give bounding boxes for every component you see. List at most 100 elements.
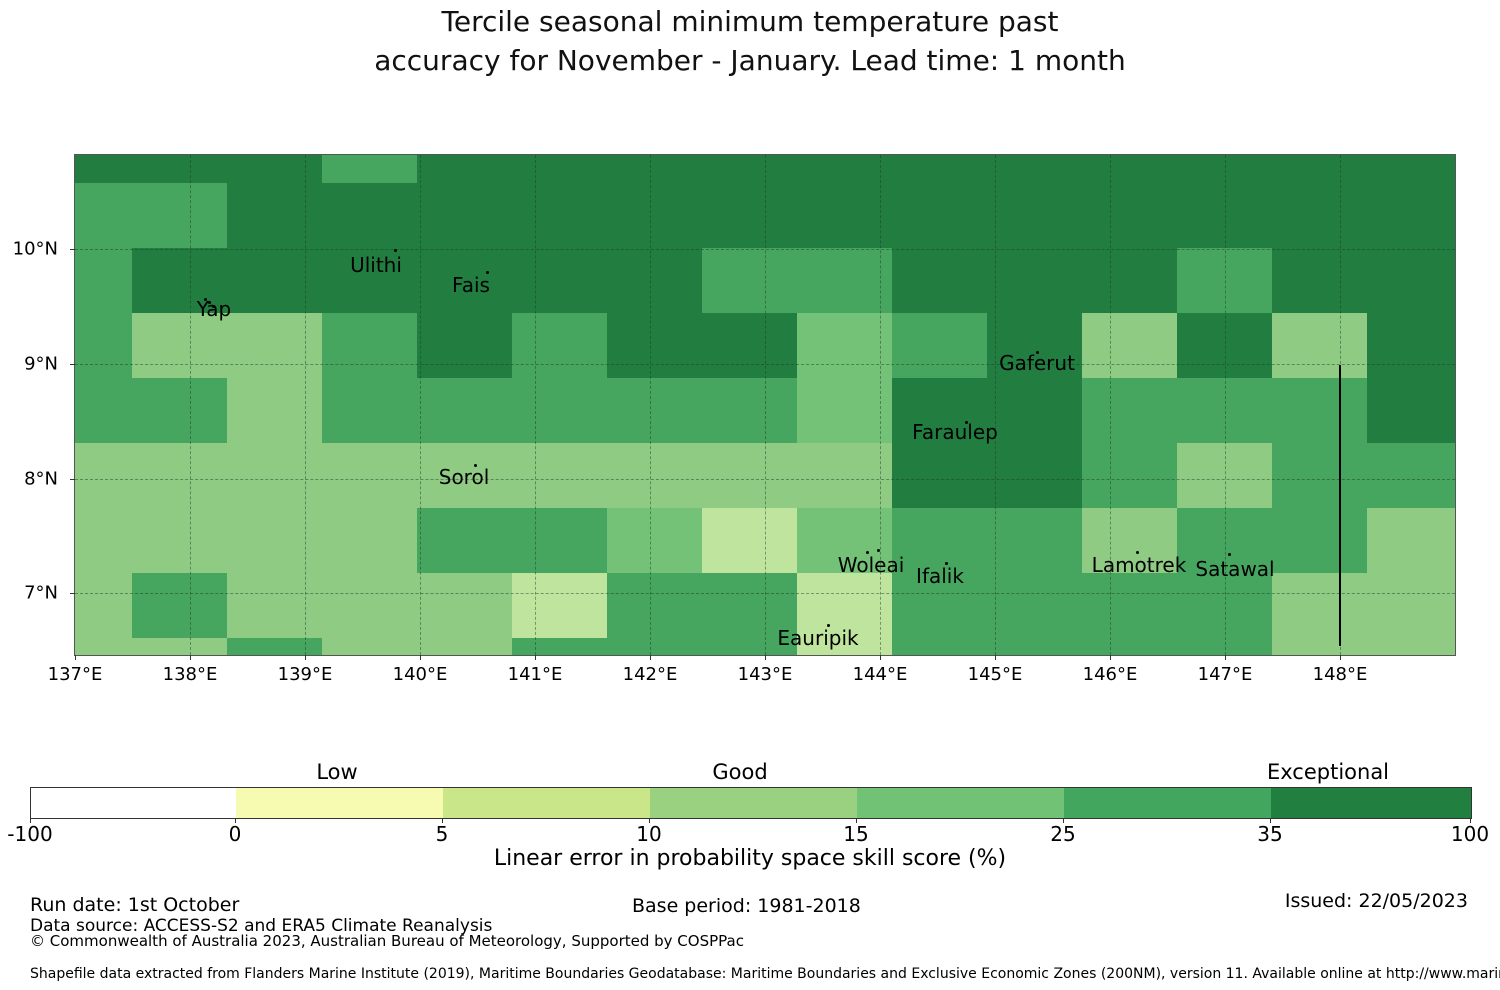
map-cell <box>1272 183 1367 248</box>
colorbar-tick-label: -100 <box>7 822 53 846</box>
map-cell <box>1272 313 1367 378</box>
map-cell <box>75 248 132 313</box>
colorbar-category-exceptional: Exceptional <box>1266 760 1390 784</box>
map-cell <box>75 573 132 638</box>
map-cell <box>607 183 702 248</box>
map-cell <box>1082 378 1177 443</box>
map-cell <box>607 378 702 443</box>
map-cell <box>797 508 892 573</box>
island-label-yap: Yap <box>196 297 232 321</box>
y-tick-label: 10°N <box>12 238 58 260</box>
map-cell <box>1367 155 1455 183</box>
island-dot <box>866 551 869 554</box>
colorbar-tick-label: 100 <box>1450 822 1490 846</box>
map-cell <box>227 155 322 183</box>
map-cell <box>1082 155 1177 183</box>
map-cell <box>607 313 702 378</box>
map-cell <box>512 573 607 638</box>
colorbar-tick-mark <box>1270 818 1271 823</box>
map-cell <box>1082 508 1177 573</box>
chart-title: Tercile seasonal minimum temperature pas… <box>0 2 1500 80</box>
map-cell <box>132 183 227 248</box>
x-tick-mark <box>995 655 996 660</box>
island-label-lamotrek: Lamotrek <box>1091 553 1187 577</box>
map-cell <box>227 378 322 443</box>
run-date-text: Run date: 1st October <box>30 894 240 916</box>
map-cell <box>607 508 702 573</box>
map-cell <box>512 443 607 508</box>
map-cell <box>417 443 512 508</box>
x-tick-mark <box>420 655 421 660</box>
map-cell <box>132 155 227 183</box>
eez-boundary-line <box>1339 365 1341 646</box>
x-tick-label: 141°E <box>507 664 563 685</box>
x-tick-label: 144°E <box>852 664 908 685</box>
map-cell <box>1082 313 1177 378</box>
map-cell <box>417 508 512 573</box>
map-cell <box>702 155 797 183</box>
disclaimer-text: Shapefile data extracted from Flanders M… <box>30 966 1500 982</box>
map-cell <box>1177 638 1272 655</box>
map-cell <box>987 155 1082 183</box>
colorbar-category-good: Good <box>712 760 768 784</box>
colorbar-tick-label: 15 <box>843 822 869 846</box>
map-cell <box>1177 443 1272 508</box>
graticule-vertical <box>650 155 651 655</box>
map-cell <box>797 155 892 183</box>
x-tick-mark <box>305 655 306 660</box>
island-dot <box>827 624 830 627</box>
island-dot <box>208 301 211 304</box>
graticule-horizontal <box>75 364 1455 365</box>
map-cell <box>512 378 607 443</box>
island-label-gaferut: Gaferut <box>999 351 1075 375</box>
x-tick-label: 140°E <box>392 664 448 685</box>
x-tick-label: 145°E <box>967 664 1023 685</box>
map-cell <box>512 183 607 248</box>
colorbar-tick-mark <box>30 818 31 823</box>
map-cell <box>75 443 132 508</box>
colorbar-category-low: Low <box>316 760 358 784</box>
map-cell <box>987 508 1082 573</box>
map-cell <box>1082 573 1177 638</box>
map-cell <box>892 378 987 443</box>
y-tick-mark <box>70 364 75 365</box>
colorbar-tick-label: 5 <box>435 822 449 846</box>
colorbar-axis-label: Linear error in probability space skill … <box>493 846 1007 871</box>
x-tick-mark <box>75 655 76 660</box>
island-dot <box>474 464 477 467</box>
colorbar-segment <box>650 788 857 818</box>
colorbar-segment <box>443 788 650 818</box>
map-cell <box>227 508 322 573</box>
colorbar-segment <box>31 788 236 818</box>
map-cell <box>1082 248 1177 313</box>
map-cell <box>702 313 797 378</box>
graticule-vertical <box>1225 155 1226 655</box>
chart-title-line2: accuracy for November - January. Lead ti… <box>374 44 1126 77</box>
map-cell <box>227 638 322 655</box>
map-cell <box>1272 248 1367 313</box>
map-cell <box>987 378 1082 443</box>
x-tick-label: 146°E <box>1082 664 1138 685</box>
map-cell <box>987 573 1082 638</box>
map-cell <box>987 183 1082 248</box>
map-cell <box>607 573 702 638</box>
colorbar-segment <box>236 788 443 818</box>
graticule-vertical <box>420 155 421 655</box>
map-cell <box>322 155 417 183</box>
map-cell <box>512 508 607 573</box>
map-cell <box>322 508 417 573</box>
map-cell <box>702 183 797 248</box>
map-cell <box>417 183 512 248</box>
map-cell <box>892 638 987 655</box>
map-cell <box>1367 183 1455 248</box>
map-cell <box>132 443 227 508</box>
x-tick-label: 137°E <box>47 664 103 685</box>
graticule-vertical <box>535 155 536 655</box>
map-cell <box>702 508 797 573</box>
map-cell <box>1272 638 1367 655</box>
map-cell <box>227 573 322 638</box>
data-source-text: Data source: ACCESS-S2 and ERA5 Climate … <box>30 916 493 936</box>
map-cell <box>1177 508 1272 573</box>
map-cell <box>227 313 322 378</box>
y-tick-mark <box>70 249 75 250</box>
